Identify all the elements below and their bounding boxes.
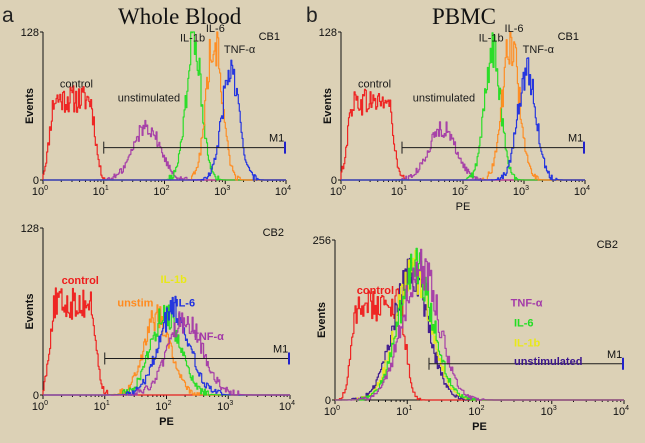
series-label: IL-1b — [180, 32, 205, 44]
x-tick-label: 102 — [468, 405, 484, 418]
x-tick-label: 104 — [613, 405, 629, 418]
corner-label: CB2 — [597, 239, 618, 251]
y-tick-label: 0 — [325, 395, 331, 407]
histogram-control — [42, 287, 290, 396]
y-tick-label: 128 — [319, 27, 337, 39]
x-tick-label: 104 — [574, 185, 590, 198]
y-tick-label: 0 — [331, 175, 337, 187]
series-label: IL-1b — [479, 32, 504, 44]
y-axis-title: Events — [24, 293, 36, 329]
y-axis-title: Events — [316, 302, 328, 338]
series-label: IL-1b — [161, 274, 188, 286]
x-tick-label: 101 — [396, 405, 412, 418]
chart-2: 0 128 100 101 102 103 104 Events PE CB2 M1 control u… — [21, 223, 296, 428]
y-axis-title: Events — [24, 88, 36, 124]
corner-label: CB1 — [558, 31, 579, 43]
histogram-tnf- — [43, 311, 290, 396]
gate-label: M1 — [269, 133, 284, 145]
x-tick-label: 103 — [214, 185, 230, 198]
series-label: unstim — [117, 297, 153, 309]
x-tick-label: 103 — [217, 400, 233, 413]
series-label: control — [358, 79, 391, 91]
x-axis-title: PE — [456, 201, 471, 213]
y-tick-label: 0 — [33, 390, 39, 402]
x-tick-label: 102 — [452, 185, 468, 198]
y-tick-label: 0 — [33, 175, 39, 187]
histogram-unstimulated — [335, 257, 624, 401]
series-label: TNF-α — [511, 297, 543, 309]
y-tick-label: 256 — [313, 235, 331, 247]
panel-a-title: Whole Blood — [118, 4, 242, 29]
x-tick-label: 102 — [155, 400, 171, 413]
y-tick-label: 128 — [21, 223, 39, 235]
x-tick-label: 100 — [330, 185, 346, 198]
charts-group: 0 128 100 101 102 103 104 Events CB1 M1 control uns… — [21, 23, 630, 433]
gate-label: M1 — [607, 349, 622, 361]
x-tick-label: 104 — [275, 185, 291, 198]
series-label: IL-6 — [206, 23, 225, 35]
series-label: control — [357, 285, 394, 297]
series-label: TNF-α — [192, 331, 224, 343]
x-tick-label: 100 — [32, 400, 48, 413]
panel-b-letter: b — [306, 4, 318, 27]
x-tick-label: 103 — [541, 405, 557, 418]
gate-label: M1 — [273, 343, 288, 355]
corner-label: CB1 — [259, 31, 280, 43]
series-label: IL-6 — [505, 23, 524, 35]
histogram-tnf- — [335, 248, 624, 401]
series-label: control — [62, 275, 99, 287]
gate-label: M1 — [568, 133, 583, 145]
series-label: TNF-α — [224, 44, 256, 56]
series-label: unstimulated — [514, 356, 582, 368]
panel-a-letter: a — [2, 4, 14, 27]
series-label: control — [60, 79, 93, 91]
chart-3: 0 256 100 101 102 103 104 Events PE CB2 M1 control T… — [313, 235, 630, 433]
corner-label: CB2 — [263, 227, 284, 239]
y-axis-title: Events — [322, 88, 334, 124]
x-tick-label: 101 — [94, 400, 110, 413]
series-label: TNF-α — [523, 44, 555, 56]
x-tick-label: 103 — [513, 185, 529, 198]
x-tick-label: 100 — [32, 185, 48, 198]
chart-0: 0 128 100 101 102 103 104 Events CB1 M1 control uns… — [21, 23, 292, 198]
histogram-tnf- — [43, 59, 286, 181]
x-tick-label: 102 — [153, 185, 169, 198]
series-label: IL-6 — [176, 297, 196, 309]
histogram-tnf- — [341, 57, 585, 181]
series-label: IL-1b — [514, 337, 541, 349]
panel-b-title: PBMC — [432, 4, 496, 29]
series-label: unstimulated — [413, 92, 475, 104]
chart-1: 0 128 100 101 102 103 104 Events PE CB1 M1 control u… — [319, 23, 591, 213]
x-tick-label: 104 — [279, 400, 295, 413]
x-tick-label: 101 — [93, 185, 109, 198]
y-tick-label: 128 — [21, 27, 39, 39]
series-label: unstimulated — [118, 92, 180, 104]
x-tick-label: 100 — [324, 405, 340, 418]
x-axis-title: PE — [159, 416, 174, 428]
series-label: IL-6 — [514, 317, 534, 329]
x-axis-title: PE — [472, 421, 487, 433]
x-tick-label: 101 — [391, 185, 407, 198]
